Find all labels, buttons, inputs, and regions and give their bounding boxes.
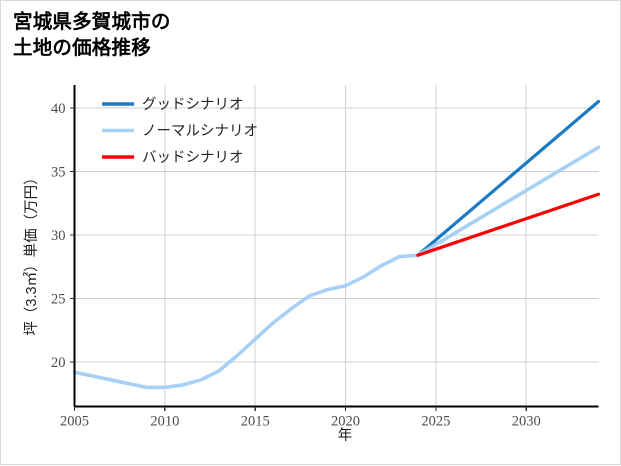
x-tick-label: 2025 (421, 414, 450, 430)
legend-label-normal: ノーマルシナリオ (142, 124, 258, 140)
y-tick-label: 25 (51, 291, 66, 307)
y-tick-label: 30 (51, 228, 66, 244)
x-tick-label: 2010 (150, 414, 179, 430)
y-tick-label: 40 (51, 101, 66, 117)
y-tick-label: 20 (51, 355, 66, 371)
x-axis-ticks: 2005 2010 2015 2020 2025 2030 (60, 406, 541, 430)
series-group (72, 99, 601, 390)
legend-label-bad: バッドシナリオ (142, 150, 244, 166)
series-line-good (416, 99, 601, 257)
x-tick-label: 2015 (241, 414, 270, 430)
y-axis-label: 坪（3.3㎡）単価（万円） (23, 170, 40, 335)
legend-label-good: グッドシナリオ (142, 96, 244, 113)
series-line-bad (416, 192, 601, 257)
page-title: 宮城県多賀城市の 土地の価格推移 (13, 11, 171, 60)
axis-spines (73, 85, 599, 408)
y-axis-ticks: 20 25 30 35 40 (51, 101, 75, 371)
y-tick-label: 35 (51, 164, 66, 180)
x-tick-label: 2005 (60, 414, 89, 430)
x-tick-label: 2020 (331, 414, 360, 430)
x-axis-label: 年 (338, 427, 353, 444)
series-line-normal (72, 145, 601, 390)
x-tick-label: 2030 (512, 414, 541, 430)
